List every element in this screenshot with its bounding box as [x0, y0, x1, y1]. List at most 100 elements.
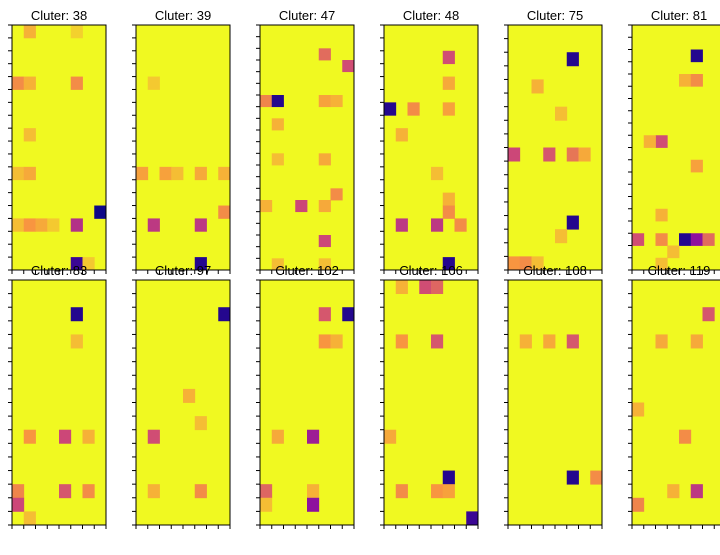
heatmap-cell: [655, 334, 668, 349]
heatmap-cell: [70, 218, 83, 232]
heatmap-cell: [194, 416, 207, 431]
heatmap-cell: [159, 166, 172, 181]
heatmap-cell: [690, 159, 703, 173]
heatmap-cell: [655, 135, 668, 148]
heatmap-cells: [136, 280, 230, 525]
heatmap-cell: [318, 48, 331, 61]
heatmap-cell: [147, 484, 160, 499]
heatmap-cell: [395, 334, 408, 349]
heatmap-cell: [395, 280, 408, 295]
heatmap-cell: [632, 233, 645, 246]
heatmap-cell: [442, 257, 455, 270]
heatmap-background-cell: [136, 25, 230, 270]
heatmap-cell: [70, 334, 83, 349]
panel-title: Cluter: 83: [31, 263, 87, 278]
heatmap-cell: [260, 497, 273, 512]
heatmap-cell: [508, 256, 521, 270]
panel-title: Cluter: 106: [399, 263, 463, 278]
heatmap-cell: [342, 307, 354, 322]
heatmap-panel: Cluter: 108: [504, 263, 603, 529]
panel-title: Cluter: 119: [648, 263, 711, 278]
heatmap-cell: [543, 147, 556, 162]
heatmap-cell: [23, 25, 36, 39]
heatmap-cell: [318, 334, 331, 349]
heatmap-cell: [194, 218, 207, 232]
heatmap-cell: [442, 76, 455, 90]
heatmap-cells: [136, 25, 230, 270]
heatmap-cell: [442, 50, 455, 65]
heatmap-cell: [147, 429, 160, 444]
heatmap-cell: [566, 470, 579, 485]
heatmap-cell: [318, 200, 331, 213]
heatmap-cells: [508, 25, 602, 270]
heatmap-cell: [566, 52, 579, 67]
heatmap-cell: [194, 166, 207, 181]
heatmap-cell: [667, 245, 680, 259]
heatmap-cell: [690, 233, 703, 246]
heatmap-cell: [431, 280, 444, 295]
heatmap-cell: [342, 60, 354, 73]
heatmap-cell: [442, 102, 455, 116]
heatmap-cell: [566, 147, 579, 162]
heatmap-cell: [690, 49, 703, 63]
heatmap-background-cell: [508, 280, 602, 525]
heatmap-cell: [632, 402, 645, 417]
heatmap-cell: [318, 235, 331, 248]
heatmap-cell: [419, 280, 432, 295]
heatmap-cell: [82, 484, 95, 499]
heatmap-cell: [295, 200, 308, 213]
panel-title: Cluter: 97: [155, 263, 211, 278]
heatmap-cell: [519, 256, 532, 270]
heatmap-cell: [218, 307, 230, 322]
heatmap-cell: [431, 334, 444, 349]
heatmap-cell: [35, 218, 48, 232]
heatmap-cell: [655, 257, 668, 270]
heatmap-cell: [12, 218, 25, 232]
heatmap-cell: [395, 218, 408, 232]
heatmap-cell: [218, 205, 230, 219]
heatmap-cells: [260, 25, 354, 270]
heatmap-cells: [384, 280, 478, 525]
heatmap-panel: Cluter: 75: [504, 8, 603, 274]
heatmap-cell: [566, 334, 579, 349]
heatmap-cell: [218, 166, 230, 181]
heatmap-background-cell: [260, 25, 354, 270]
heatmap-cell: [667, 484, 680, 499]
heatmap-cell: [555, 106, 568, 121]
heatmap-cell: [47, 218, 60, 232]
heatmap-cell: [307, 429, 320, 444]
heatmap-cells: [260, 280, 354, 525]
heatmap-cell: [271, 118, 284, 131]
heatmap-panel: Cluter: 102: [256, 263, 355, 529]
heatmap-cell: [271, 429, 284, 444]
heatmap-cell: [702, 307, 715, 322]
panel-title: Cluter: 102: [275, 263, 339, 278]
heatmap-cell: [508, 147, 521, 162]
heatmap-cell: [679, 233, 692, 246]
heatmap-cell: [82, 429, 95, 444]
heatmap-cell: [271, 153, 284, 166]
heatmap-cell: [12, 497, 25, 512]
heatmap-cell: [271, 258, 284, 270]
heatmap-cell: [70, 307, 83, 322]
heatmap-cell: [543, 334, 556, 349]
heatmap-cell: [384, 429, 397, 444]
heatmap-cell: [307, 484, 320, 499]
heatmap-cell: [23, 511, 36, 525]
heatmap-cell: [12, 76, 25, 90]
heatmap-cell: [318, 307, 331, 322]
heatmap-cell: [12, 166, 25, 181]
heatmap-cell: [23, 429, 36, 444]
heatmap-panel: Cluter: 97: [132, 263, 231, 529]
heatmap-cell: [59, 484, 72, 499]
heatmap-cell: [147, 218, 160, 232]
heatmap-cell: [307, 497, 320, 512]
heatmap-cell: [655, 233, 668, 246]
heatmap-cell: [531, 79, 544, 94]
heatmap-cell: [442, 470, 455, 485]
heatmap-cells: [632, 25, 720, 270]
heatmap-cell: [519, 334, 532, 349]
heatmap-cell: [82, 257, 95, 270]
heatmap-cell: [566, 215, 579, 230]
